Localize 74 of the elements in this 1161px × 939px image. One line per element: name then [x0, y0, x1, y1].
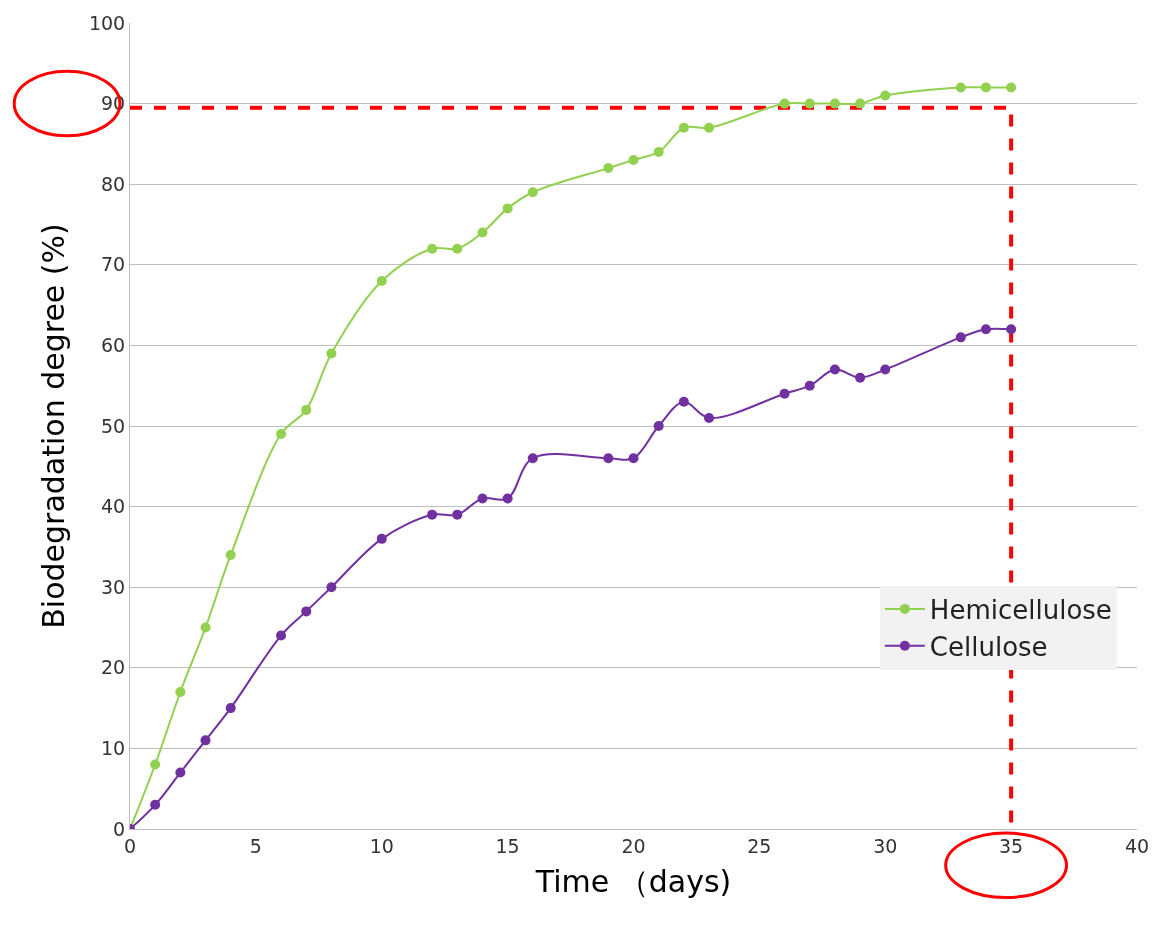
point: [175, 767, 186, 778]
y-tick-label: 20: [101, 656, 126, 679]
y-tick-label: 10: [101, 737, 126, 760]
point: [829, 98, 840, 109]
y-tick-label: 50: [101, 414, 126, 437]
point: [527, 453, 538, 464]
point: [1006, 324, 1017, 335]
point: [225, 549, 236, 560]
point: [779, 388, 790, 399]
point: [855, 98, 866, 109]
point: [527, 187, 538, 198]
x-tick-label: 30: [873, 834, 898, 857]
point: [603, 163, 614, 174]
y-axis-title: Biodegradation degree (%): [35, 223, 71, 629]
point: [628, 155, 639, 166]
y-tick-label: 70: [101, 253, 126, 276]
point: [150, 759, 161, 770]
point: [326, 582, 337, 593]
point: [955, 82, 966, 93]
point: [452, 243, 463, 254]
point: [980, 82, 991, 93]
point: [477, 227, 488, 238]
point: [376, 533, 387, 544]
x-axis-title: Time （days): [534, 864, 732, 900]
point: [326, 348, 337, 359]
point: [653, 421, 664, 431]
legend-label: Cellulose: [929, 631, 1048, 662]
y-tick-label: 60: [101, 334, 126, 357]
y-tick-label: 40: [101, 495, 126, 518]
point: [628, 453, 639, 464]
point: [301, 606, 312, 617]
point: [427, 243, 438, 254]
point: [779, 98, 790, 109]
point: [880, 90, 891, 101]
y-tick-label: 30: [101, 575, 126, 598]
x-tick-label: 25: [747, 834, 772, 857]
x-tick-label: 10: [369, 834, 394, 857]
point: [704, 412, 715, 423]
x-tick-label: 40: [1124, 834, 1150, 857]
x-tick-label: 15: [495, 834, 520, 857]
point: [276, 429, 287, 440]
y-tick-label: 0: [113, 817, 126, 840]
point: [855, 372, 866, 383]
point: [955, 332, 966, 343]
point: [1006, 82, 1017, 93]
x-tick-label: 20: [621, 834, 646, 857]
point: [150, 799, 161, 810]
point: [804, 98, 815, 109]
point: [678, 396, 689, 407]
point: [704, 122, 715, 133]
point: [603, 453, 614, 464]
point: [502, 203, 513, 214]
legend-label: Hemicellulose: [929, 595, 1112, 626]
y-tick-label: 80: [101, 172, 126, 195]
point: [980, 324, 991, 335]
point: [678, 122, 689, 133]
point: [829, 364, 840, 375]
point: [200, 735, 211, 746]
point: [376, 275, 387, 286]
point: [804, 380, 815, 391]
point: [477, 493, 488, 504]
point: [427, 509, 438, 520]
point: [175, 686, 186, 697]
y-tick-label: 100: [88, 11, 126, 34]
x-tick-label: 5: [249, 834, 262, 857]
point: [200, 622, 211, 633]
point: [880, 364, 891, 375]
x-tick-label: 35: [999, 834, 1024, 857]
point: [653, 146, 664, 157]
point: [502, 493, 513, 504]
point: [225, 703, 236, 714]
point: [452, 509, 463, 520]
point: [301, 404, 312, 415]
point: [276, 630, 287, 641]
